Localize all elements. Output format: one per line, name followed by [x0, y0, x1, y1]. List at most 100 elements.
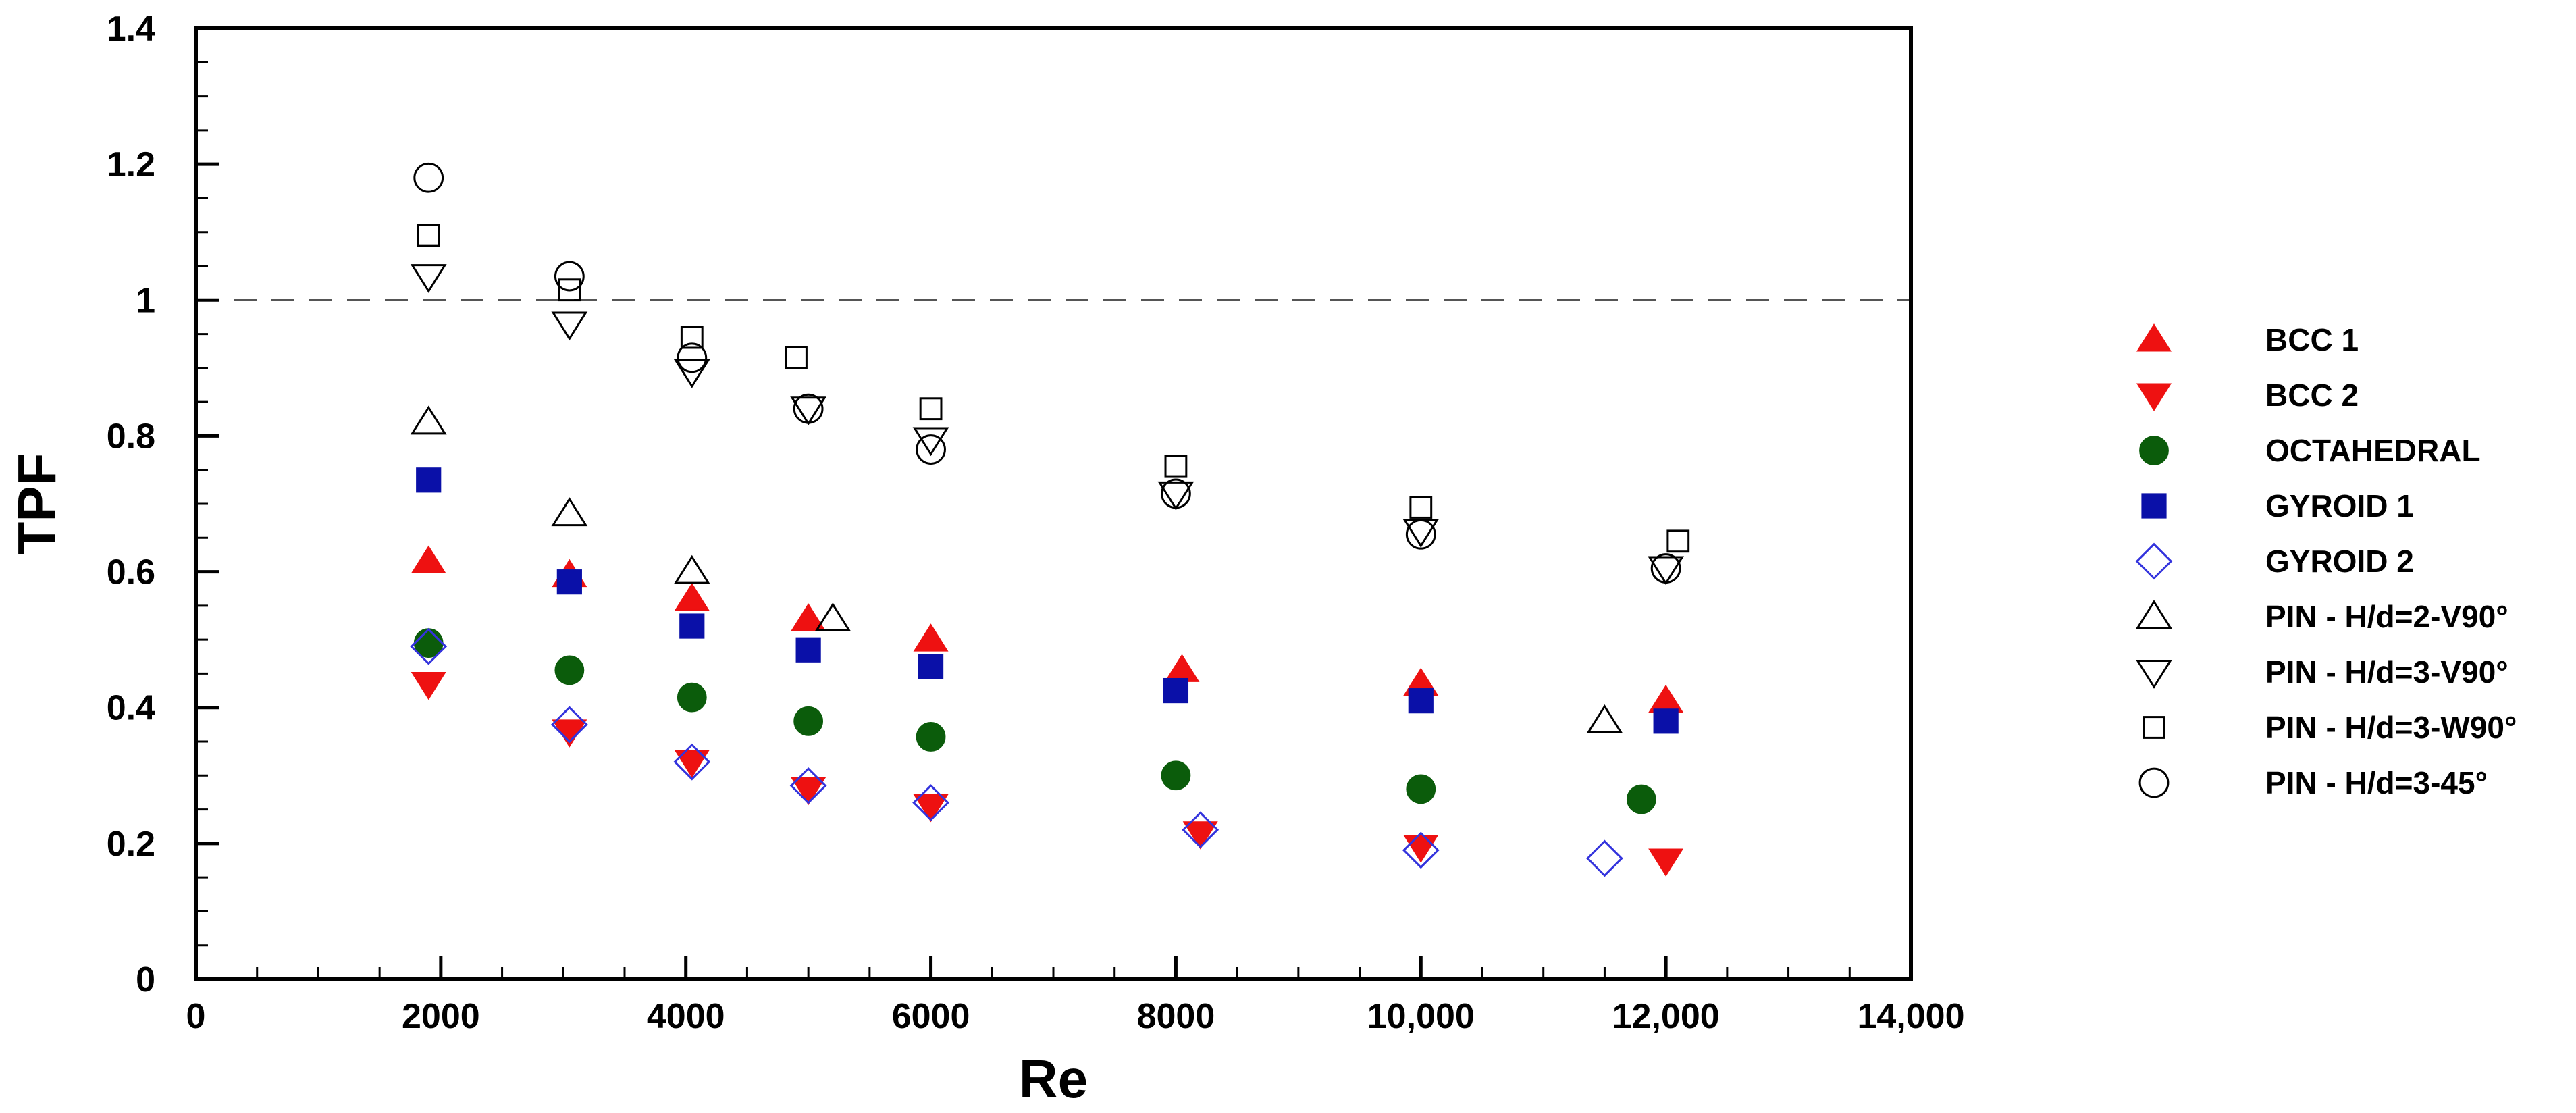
legend-item: PIN - H/d=3-V90°	[2136, 654, 2508, 690]
data-point	[674, 582, 710, 611]
data-point	[413, 162, 444, 193]
x-tick-label: 6000	[892, 997, 970, 1036]
series-7	[417, 224, 1690, 553]
legend-label: BCC 2	[2265, 378, 2359, 413]
data-point	[1164, 455, 1188, 478]
y-tick-label: 1	[136, 281, 155, 320]
data-point	[554, 655, 585, 685]
legend-marker	[2136, 600, 2172, 629]
legend-marker	[2135, 542, 2173, 580]
series-5	[410, 405, 1623, 733]
data-point	[913, 623, 949, 652]
data-point	[1157, 481, 1194, 511]
data-point	[1666, 529, 1690, 553]
data-point	[677, 342, 708, 373]
x-tick-label: 12,000	[1612, 997, 1720, 1036]
data-point	[554, 261, 585, 292]
series-2	[413, 628, 1656, 814]
y-axis-ticks: 0 0.2 0.4 0.6 0.8 1 1.2 1.4	[107, 9, 219, 1000]
data-point	[1406, 774, 1436, 804]
data-point	[416, 467, 442, 493]
legend-label: OCTAHEDRAL	[2265, 433, 2481, 468]
legend-item: GYROID 1	[2141, 488, 2414, 523]
x-axis-title: Re	[1019, 1049, 1088, 1109]
data-point	[556, 569, 582, 595]
y-tick-label: 0.8	[107, 417, 155, 456]
legend: BCC 1 BCC 2 OCTAHEDRAL GYROID 1 GYROID 2 PIN …	[2135, 322, 2517, 800]
data-point	[790, 396, 827, 426]
y-tick-label: 0.6	[107, 553, 155, 592]
data-point	[913, 794, 949, 823]
x-tick-label: 2000	[402, 997, 480, 1036]
legend-item: GYROID 2	[2135, 542, 2414, 580]
data-point	[551, 497, 588, 527]
data-point	[1182, 821, 1218, 850]
data-point	[912, 427, 949, 457]
legend-item: PIN - H/d=3-45°	[2138, 765, 2488, 800]
data-point	[793, 393, 824, 424]
data-point	[1586, 704, 1623, 733]
data-point	[411, 672, 446, 700]
legend-label: GYROID 1	[2265, 488, 2414, 523]
data-point	[1650, 553, 1681, 584]
legend-label: PIN - H/d=3-V90°	[2265, 654, 2508, 690]
legend-item: PIN - H/d=3-W90°	[2143, 710, 2517, 745]
legend-item: BCC 2	[2136, 378, 2359, 413]
data-point	[1163, 677, 1189, 704]
data-point	[673, 359, 710, 388]
minor-ticks	[194, 27, 1912, 981]
x-tick-label: 10,000	[1367, 997, 1475, 1036]
legend-label: GYROID 2	[2265, 544, 2414, 579]
data-point	[410, 405, 447, 435]
data-point	[1648, 848, 1684, 877]
y-axis-title: TPF	[7, 452, 67, 554]
series-8	[413, 162, 1681, 584]
legend-item: BCC 1	[2136, 322, 2359, 357]
data-point	[1403, 835, 1439, 863]
legend-marker	[2143, 716, 2165, 739]
data-point	[1408, 688, 1434, 714]
legend-marker	[2139, 436, 2169, 465]
data-point	[417, 224, 440, 247]
y-tick-label: 1.2	[107, 145, 155, 184]
series-0	[411, 545, 1684, 713]
data-point	[785, 346, 808, 369]
data-point	[674, 750, 710, 779]
x-axis-ticks: 0 2000 4000 6000 8000 10,000 12,000 14,000	[186, 956, 1965, 1036]
series-3	[416, 467, 1679, 734]
data-point	[410, 264, 447, 293]
data-point	[679, 613, 705, 639]
data-point	[550, 706, 588, 744]
data-point	[677, 682, 707, 713]
data-point	[918, 654, 944, 679]
data-point	[1648, 556, 1685, 586]
data-point	[919, 397, 943, 421]
data-point	[673, 743, 711, 781]
data-point	[1586, 839, 1623, 877]
data-point	[1161, 760, 1191, 791]
data-point	[814, 602, 851, 631]
data-point	[916, 434, 946, 465]
data-point	[1653, 708, 1679, 734]
y-tick-label: 0.4	[107, 689, 155, 728]
data-point	[410, 627, 448, 665]
legend-label: PIN - H/d=3-W90°	[2265, 710, 2517, 745]
data-point	[1405, 519, 1436, 550]
legend-marker	[2136, 383, 2172, 411]
x-tick-label: 14,000	[1857, 997, 1964, 1036]
legend-label: BCC 1	[2265, 322, 2359, 357]
data-point	[1164, 654, 1200, 682]
legend-item: PIN - H/d=2-V90°	[2136, 599, 2508, 634]
data-point	[680, 326, 704, 349]
data-point	[791, 603, 826, 631]
data-point	[793, 706, 824, 736]
data-points	[410, 162, 1690, 877]
x-tick-label: 8000	[1137, 997, 1215, 1036]
data-point	[551, 311, 588, 341]
x-tick-label: 0	[186, 997, 206, 1036]
y-tick-label: 0	[136, 960, 155, 1000]
data-point	[1402, 831, 1440, 869]
data-point	[411, 545, 446, 573]
legend-label: PIN - H/d=3-45°	[2265, 765, 2488, 800]
